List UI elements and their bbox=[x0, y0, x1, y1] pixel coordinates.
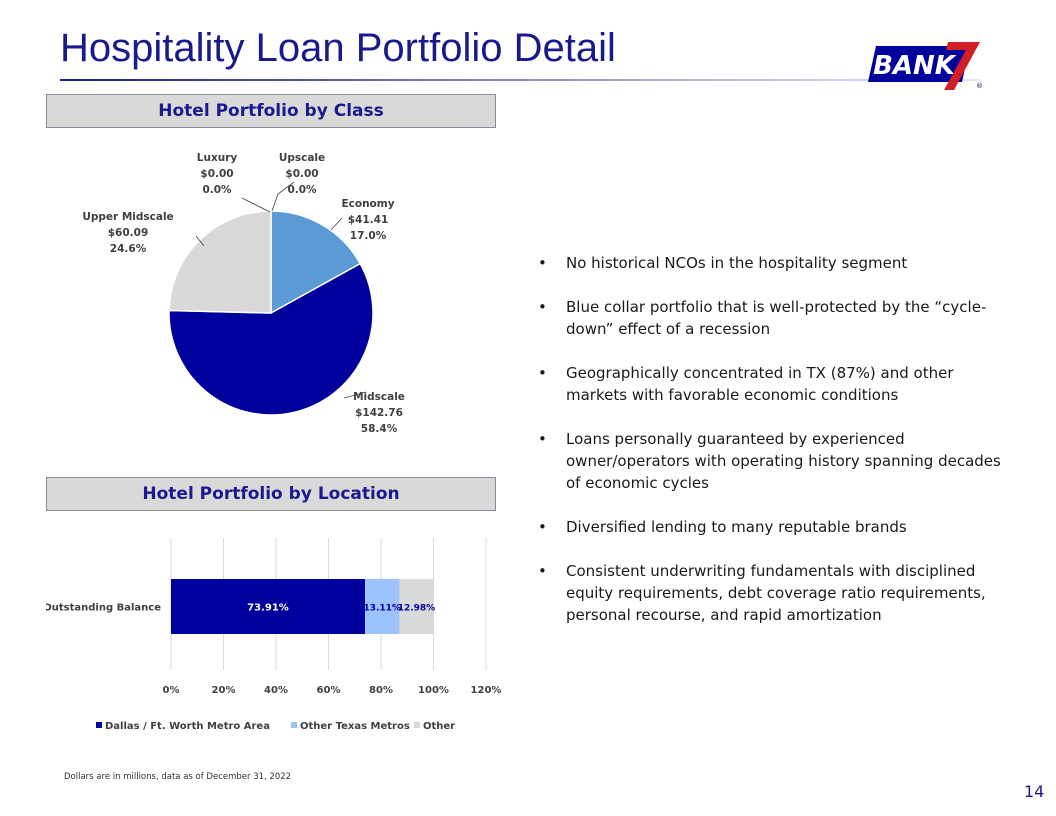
pie-labels: Upscale $0.00 0.0% Economy $41.41 17.0% Midsca… bbox=[82, 152, 405, 435]
pie-label-upscale-value: $0.00 bbox=[285, 168, 318, 180]
pie-label-upper-midscale-name: Upper Midscale bbox=[82, 211, 173, 223]
pie-slice-upper-midscale bbox=[168, 210, 272, 314]
x-tick-label: 80% bbox=[369, 685, 393, 696]
bar-chart-by-location: 0% 20% 40% 60% 80% 100% 120% Outstanding Balanc… bbox=[46, 538, 501, 732]
pie-label-upscale-pct: 0.0% bbox=[287, 184, 317, 196]
title-divider bbox=[60, 79, 980, 81]
bullet-item: Geographically concentrated in TX (87%) … bbox=[538, 362, 1018, 406]
pie-label-economy-pct: 17.0% bbox=[350, 230, 387, 242]
bullet-item: Diversified lending to many reputable br… bbox=[538, 516, 1018, 538]
bank7-logo: BANK ® bbox=[868, 42, 982, 90]
bullet-item: Loans personally guaranteed by experienc… bbox=[538, 428, 1018, 494]
bullet-item: Blue collar portfolio that is well-prote… bbox=[538, 296, 1018, 340]
pie-label-luxury-value: $0.00 bbox=[200, 168, 233, 180]
pie-label-economy-value: $41.41 bbox=[348, 214, 389, 226]
bullet-item: No historical NCOs in the hospitality se… bbox=[538, 252, 1018, 274]
legend-label-other-texas-metros: Other Texas Metros bbox=[300, 721, 410, 732]
pie-slices bbox=[168, 210, 374, 416]
svg-text:®: ® bbox=[976, 82, 982, 90]
pie-label-midscale-pct: 58.4% bbox=[361, 423, 398, 435]
bar-legend: Dallas / Ft. Worth Metro Area Other Texas… bbox=[96, 721, 455, 732]
x-tick-label: 20% bbox=[212, 685, 236, 696]
legend-swatch-other-texas-metros bbox=[291, 722, 297, 728]
pie-label-upscale-name: Upscale bbox=[279, 152, 325, 164]
bar-segments bbox=[171, 579, 434, 634]
page-number: 14 bbox=[1024, 782, 1045, 801]
legend-swatch-other bbox=[414, 722, 420, 728]
x-tick-label: 120% bbox=[471, 685, 502, 696]
data-label-other-texas-metros: 13.11% bbox=[363, 604, 401, 614]
pie-label-upper-midscale-value: $60.09 bbox=[108, 227, 149, 239]
bullet-item: Consistent underwriting fundamentals wit… bbox=[538, 560, 1018, 626]
page-title: Hospitality Loan Portfolio Detail bbox=[60, 26, 616, 70]
pie-slice-economy bbox=[270, 210, 362, 315]
data-label-other: 12.98% bbox=[398, 604, 436, 614]
bar-segment-dallas-ft-worth-metro-area bbox=[171, 579, 366, 634]
footnote: Dollars are in millions, data as of Dece… bbox=[64, 772, 292, 782]
pie-label-midscale-name: Midscale bbox=[353, 391, 405, 403]
pie-label-luxury-name: Luxury bbox=[197, 152, 238, 164]
category-label: Outstanding Balance bbox=[46, 603, 161, 614]
leader-line-economy bbox=[330, 217, 343, 231]
bar-segment-other bbox=[399, 579, 434, 634]
data-label-dallas-ft-worth-metro-area: 73.91% bbox=[247, 603, 289, 614]
bar-segment-other-texas-metros bbox=[365, 579, 400, 634]
pie-label-economy-name: Economy bbox=[341, 198, 394, 210]
leader-line-upscale bbox=[271, 181, 295, 212]
pie-label-luxury-pct: 0.0% bbox=[202, 184, 232, 196]
legend-swatch-dallas-ft-worth-metro-area bbox=[96, 722, 102, 728]
leader-line-upper-midscale bbox=[195, 235, 205, 247]
legend-label-dallas-ft-worth-metro-area: Dallas / Ft. Worth Metro Area bbox=[105, 721, 270, 732]
pie-label-upper-midscale-pct: 24.6% bbox=[110, 243, 147, 255]
pie-slice-midscale bbox=[168, 262, 374, 416]
leader-line-midscale bbox=[343, 391, 367, 399]
pie-label-midscale-value: $142.76 bbox=[355, 407, 403, 419]
bar-labels: 0% 20% 40% 60% 80% 100% 120% Outstanding Balanc… bbox=[46, 603, 501, 697]
legend-label-other: Other bbox=[423, 721, 455, 732]
x-tick-label: 40% bbox=[264, 685, 288, 696]
x-tick-label: 0% bbox=[163, 685, 180, 696]
leader-line-luxury bbox=[241, 197, 271, 213]
section-header-by-class: Hotel Portfolio by Class bbox=[46, 94, 496, 128]
x-tick-label: 60% bbox=[317, 685, 341, 696]
svg-text:BANK: BANK bbox=[873, 51, 957, 81]
x-tick-label: 100% bbox=[418, 685, 449, 696]
pie-chart-by-class: Upscale $0.00 0.0% Economy $41.41 17.0% Midsca… bbox=[82, 152, 405, 435]
section-header-by-location: Hotel Portfolio by Location bbox=[46, 477, 496, 511]
key-points-list: No historical NCOs in the hospitality se… bbox=[538, 252, 1018, 648]
